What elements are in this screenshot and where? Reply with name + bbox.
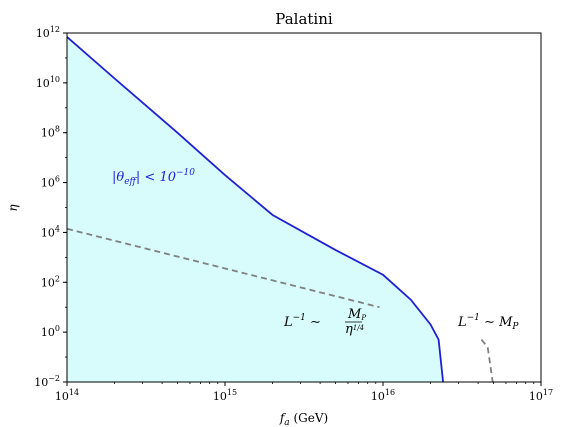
y-axis-label: η bbox=[6, 204, 20, 212]
x-tick-label: 1015 bbox=[213, 388, 237, 403]
x-tick-label: 1017 bbox=[529, 388, 553, 403]
series-1-line bbox=[66, 227, 380, 309]
annotation-theta-eff: |θeff| < 10−10 bbox=[112, 168, 195, 187]
svg-text:MP: MP bbox=[347, 307, 366, 322]
series-0-fill bbox=[67, 36, 444, 383]
y-tick-label: 1012 bbox=[36, 25, 60, 40]
y-tick-label: 10−2 bbox=[34, 374, 60, 389]
y-tick-label: 104 bbox=[41, 224, 60, 239]
annotation-l-inverse-mp-eta: L−1 ∼ MP η1/4 bbox=[283, 307, 366, 337]
excluded-region-fill bbox=[67, 36, 444, 383]
x-axis-label: fa (GeV) bbox=[279, 411, 328, 427]
svg-text:η1/4: η1/4 bbox=[345, 322, 364, 337]
x-tick-label: 1014 bbox=[55, 388, 79, 403]
x-tick-label: 1016 bbox=[371, 388, 395, 403]
annotation-l-inverse-mp: L−1 ∼ MP bbox=[457, 313, 519, 332]
series-layer bbox=[66, 36, 494, 383]
y-tick-label: 102 bbox=[41, 274, 60, 289]
y-tick-label: 1010 bbox=[36, 75, 60, 90]
series-0-line bbox=[66, 36, 444, 383]
tick-layer: 1014 1015 1016 1017 10−2 100 102 104 106 108 1010 1… bbox=[34, 25, 553, 403]
series-2-line bbox=[480, 339, 494, 383]
y-tick-label: 106 bbox=[41, 175, 60, 190]
chart-title: Palatini bbox=[275, 10, 333, 28]
svg-text:L−1 ∼: L−1 ∼ bbox=[283, 313, 321, 330]
y-tick-label: 100 bbox=[41, 324, 60, 339]
y-tick-label: 108 bbox=[41, 125, 60, 140]
